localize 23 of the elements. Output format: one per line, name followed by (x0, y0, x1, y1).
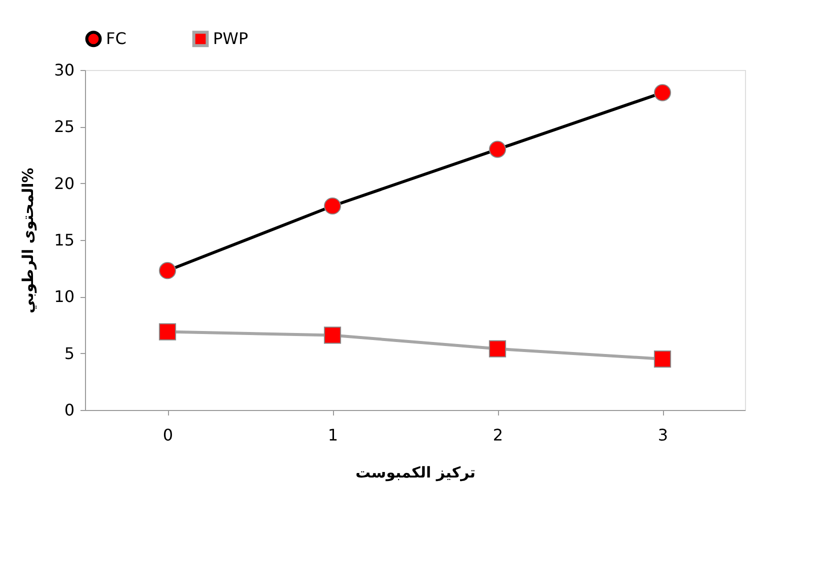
point (158, 262, 176, 280)
x-tick-label: 1 (328, 426, 338, 444)
point (654, 350, 672, 368)
y-tick-label: 25 (54, 117, 74, 136)
point (324, 326, 342, 344)
x-tick-label: 3 (658, 426, 668, 444)
y-tick-label: 5 (64, 344, 74, 363)
point (324, 197, 342, 215)
y-tick-label: 20 (54, 174, 74, 193)
point (158, 323, 176, 340)
legend-label: PWP (213, 28, 248, 48)
x-tick-label: 0 (162, 426, 174, 444)
point (654, 84, 672, 102)
legend-label: FC (106, 28, 126, 48)
point (488, 340, 506, 358)
y-tick-label: 10 (54, 287, 74, 306)
y-axis-title: المحتوى الرطوبي% (19, 168, 38, 314)
y-tick-label: 0 (64, 400, 74, 420)
x-axis-title: تركيز الكمبوست (355, 464, 476, 482)
y-tick-label: 30 (54, 60, 74, 80)
y-tick-label: 15 (54, 230, 74, 250)
point (488, 140, 506, 158)
x-tick-label: 2 (492, 426, 504, 444)
